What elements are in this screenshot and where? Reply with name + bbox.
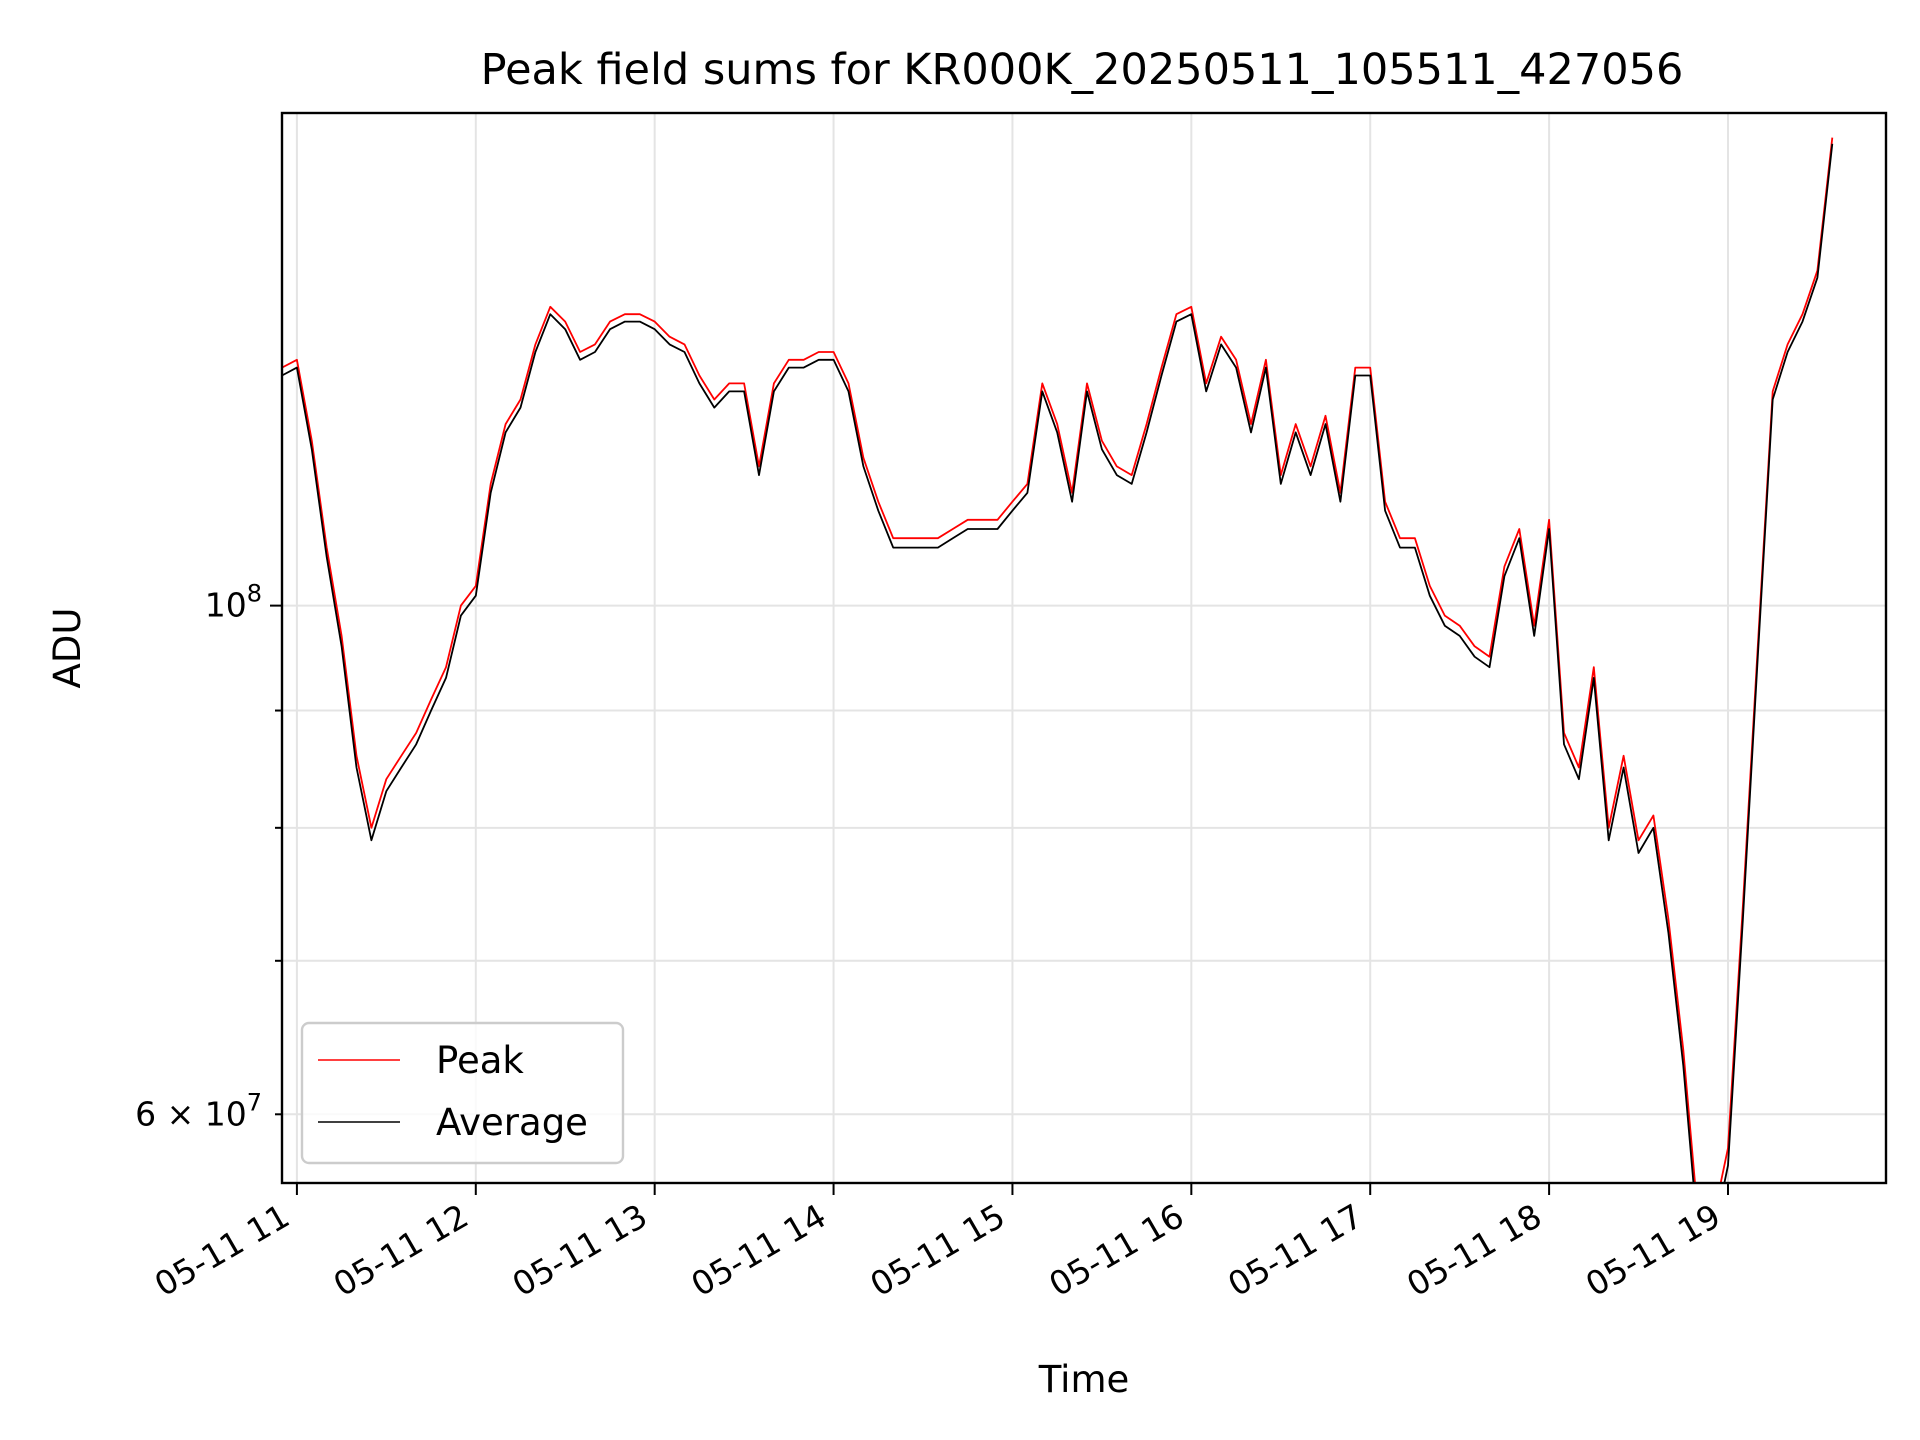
series-layer — [282, 137, 1834, 1183]
legend-box — [300, 1021, 625, 1165]
plot-frame — [280, 111, 1888, 1185]
series-line-peak — [282, 137, 1834, 1183]
x-axis-label: Time — [1038, 1358, 1130, 1401]
legend-label-average: Average — [436, 1101, 588, 1144]
chart-title: Peak field sums for KR000K_20250511_1055… — [481, 45, 1684, 95]
y-tick-label-exponent: 8 — [247, 580, 262, 608]
legend: Peak Average — [300, 1021, 625, 1165]
legend-label-peak: Peak — [436, 1039, 524, 1082]
y-axis-label: ADU — [46, 608, 89, 689]
series-line-average — [282, 143, 1834, 1183]
y-tick-layer: 108 6 × 107 — [135, 580, 282, 1133]
y-tick-label-base: 6 × 10 — [135, 1094, 247, 1133]
y-tick-label: 6 × 107 — [135, 1088, 262, 1133]
y-tick-label-exponent: 7 — [247, 1088, 262, 1116]
grid-layer — [282, 113, 1886, 1183]
y-tick-label-base: 10 — [205, 586, 247, 625]
y-tick-label: 108 — [205, 580, 262, 625]
